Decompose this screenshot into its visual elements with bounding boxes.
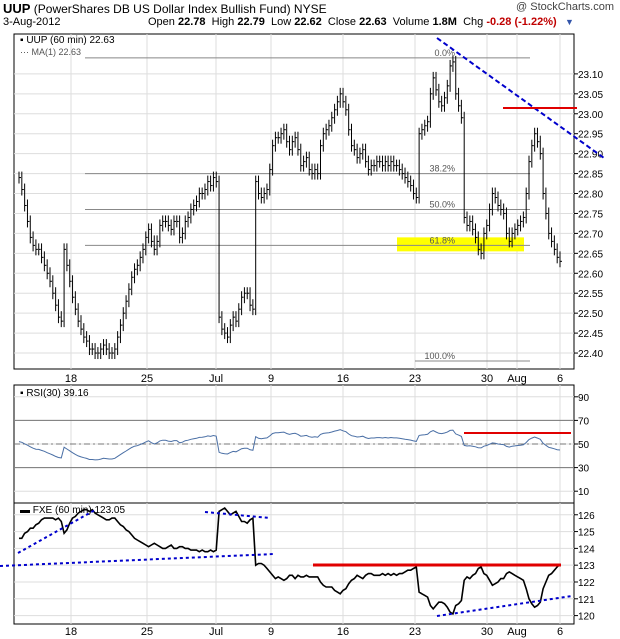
- x-tick-label: 16: [337, 626, 349, 638]
- y-tick-label: 22.60: [578, 269, 603, 280]
- y-tick-label: 124: [578, 544, 595, 555]
- fib-label: 50.0%: [429, 199, 455, 209]
- fxe-line: [19, 506, 561, 616]
- chart-date: 3-Aug-2012: [3, 16, 61, 28]
- y-tick-label: 22.40: [578, 349, 603, 360]
- y-tick-label: 122: [578, 578, 595, 589]
- y-tick-label: 30: [578, 464, 590, 475]
- open-label: Open: [148, 16, 175, 28]
- watermark: @ StockCharts.com: [516, 1, 614, 13]
- y-tick-label: 90: [578, 393, 590, 404]
- price-trendline: [436, 37, 605, 159]
- fib-label: 0.0%: [434, 48, 455, 58]
- rsi-line: [18, 429, 561, 461]
- y-tick-label: 22.90: [578, 150, 603, 161]
- y-tick-label: 70: [578, 416, 590, 427]
- y-tick-label: 23.05: [578, 90, 603, 101]
- y-tick-label: 126: [578, 511, 595, 522]
- x-tick-label: 18: [65, 373, 77, 385]
- fxe-legend-label: ▬ FXE (60 min) 123.05: [20, 505, 125, 516]
- close-label: Close: [327, 16, 357, 28]
- y-tick-label: 22.70: [578, 229, 603, 240]
- y-tick-label: 120: [578, 612, 595, 623]
- price-legend-label: ▪ UUP (60 min) 22.63: [20, 35, 115, 46]
- y-tick-label: 23.00: [578, 110, 603, 121]
- x-tick-label: Aug: [507, 373, 527, 385]
- x-tick-label: Aug: [507, 626, 527, 638]
- x-tick-label: 18: [65, 626, 77, 638]
- y-tick-label: 121: [578, 595, 595, 606]
- fund-name: (PowerShares DB US Dollar Index Bullish …: [33, 2, 291, 16]
- x-tick-label: Jul: [209, 373, 223, 385]
- chg-label: Chg: [463, 16, 484, 28]
- y-tick-label: 123: [578, 561, 595, 572]
- chevron-down-icon[interactable]: ▼: [565, 17, 574, 27]
- fxe-upper-trendline: [17, 509, 96, 554]
- symbol: UUP: [3, 1, 31, 16]
- x-tick-label: Jul: [209, 626, 223, 638]
- chg-value: -0.28 (-1.22%): [486, 16, 557, 28]
- fxe-support-trendline: [436, 595, 573, 617]
- x-tick-label: 25: [141, 373, 153, 385]
- chart-title: UUP (PowerShares DB US Dollar Index Bull…: [3, 1, 327, 16]
- exchange: NYSE: [293, 2, 327, 16]
- fib-highlight: [397, 237, 524, 252]
- y-tick-label: 22.45: [578, 329, 603, 340]
- y-tick-label: 22.95: [578, 130, 603, 141]
- x-tick-label: 23: [409, 626, 421, 638]
- ma-legend-label: ⋯ MA(1) 22.63: [20, 47, 81, 57]
- x-tick-label: 6: [557, 626, 563, 638]
- x-tick-label: 25: [141, 626, 153, 638]
- open-value: 22.78: [177, 16, 206, 28]
- fxe-upper-trendline: [204, 511, 271, 519]
- y-tick-label: 22.65: [578, 249, 603, 260]
- fib-label: 38.2%: [429, 164, 455, 174]
- y-tick-label: 22.50: [578, 309, 603, 320]
- volume-label: Volume: [392, 16, 430, 28]
- y-tick-label: 22.85: [578, 170, 603, 181]
- panel-frame: [13, 33, 575, 370]
- chart-header: UUP (PowerShares DB US Dollar Index Bull…: [0, 0, 620, 34]
- x-tick-label: 6: [557, 373, 563, 385]
- x-tick-label: 30: [481, 373, 493, 385]
- fxe-lower-trendline: [0, 553, 275, 567]
- fib-label: 61.8%: [429, 235, 455, 245]
- high-label: High: [211, 16, 235, 28]
- x-tick-label: 9: [268, 373, 274, 385]
- y-tick-label: 22.80: [578, 190, 603, 201]
- y-tick-label: 23.10: [578, 70, 603, 81]
- y-tick-label: 125: [578, 528, 595, 539]
- x-tick-label: 30: [481, 626, 493, 638]
- low-value: 22.62: [294, 16, 322, 28]
- volume-value: 1.8M: [432, 16, 457, 28]
- close-value: 22.63: [359, 16, 387, 28]
- x-tick-label: 23: [409, 373, 421, 385]
- low-label: Low: [270, 16, 292, 28]
- high-value: 22.79: [237, 16, 265, 28]
- y-tick-label: 22.75: [578, 209, 603, 220]
- fib-label: 100.0%: [424, 351, 455, 361]
- y-tick-label: 50: [578, 440, 590, 451]
- x-tick-label: 9: [268, 626, 274, 638]
- rsi-legend-label: ▪ RSI(30) 39.16: [20, 388, 89, 399]
- quote-summary: Open 22.78 High 22.79 Low 22.62 Close 22…: [148, 16, 557, 28]
- y-tick-label: 22.55: [578, 289, 603, 300]
- y-tick-label: 10: [578, 487, 590, 498]
- x-tick-label: 16: [337, 373, 349, 385]
